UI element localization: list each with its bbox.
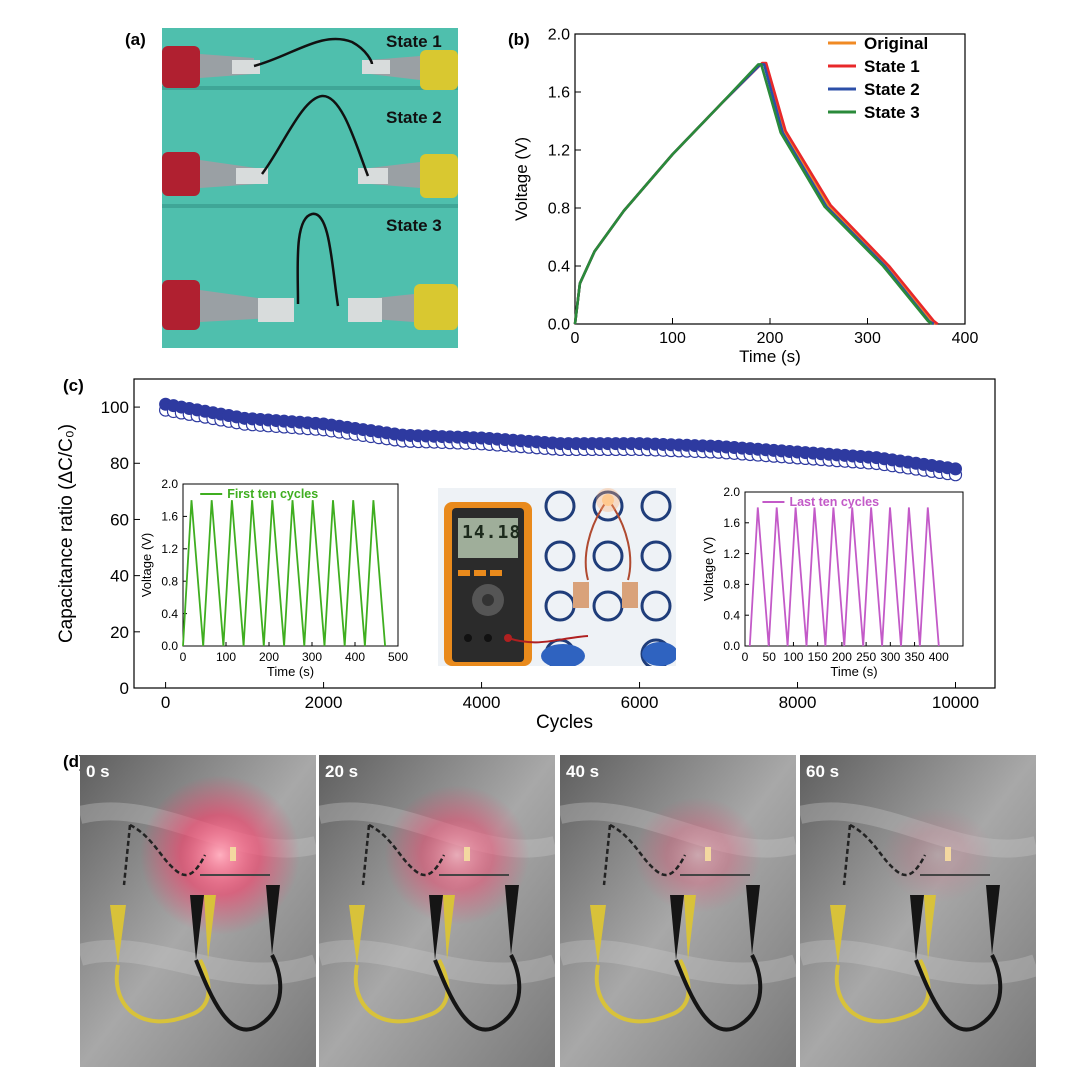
led-scene-illustration [319, 755, 555, 1067]
panel-label-d: (d) [63, 752, 85, 771]
chart-c-cycling-stability: 0 2000 4000 6000 8000 10000020406080100Cycles… [56, 378, 996, 733]
y-tick-label: 2.0 [723, 485, 740, 499]
y-tick-label: 1.6 [548, 85, 570, 102]
x-axis-label: Time (s) [739, 347, 801, 366]
y-tick-label: 0.8 [723, 578, 740, 592]
y-axis-label: Voltage (V) [139, 533, 154, 597]
time-label-4: 60 s [806, 762, 840, 781]
y-tick-label: 1.2 [161, 542, 178, 556]
inset-legend-label: Last ten cycles [789, 495, 879, 509]
x-tick-label: 6000 [621, 693, 659, 712]
y-tick-label: 0.8 [548, 201, 570, 218]
multimeter-illustration [438, 488, 676, 666]
y-tick-label: 0 [120, 679, 129, 698]
y-tick-label: 0.4 [548, 259, 570, 276]
x-tick-label: 10000 [932, 693, 979, 712]
led-scene-illustration [560, 755, 796, 1067]
x-tick-label: 0 [571, 330, 580, 347]
y-tick-label: 40 [110, 567, 129, 586]
stretch-state-photos [162, 28, 458, 348]
x-tick-label: 4000 [463, 693, 501, 712]
y-tick-label: 1.2 [723, 547, 740, 561]
stretch-state-illustration [162, 28, 458, 348]
x-tick-label: 0 [742, 650, 749, 664]
x-tick-label: 250 [856, 650, 876, 664]
state-1-label: State 1 [386, 32, 442, 51]
multimeter-circuit-photo [438, 488, 676, 666]
y-tick-label: 2.0 [161, 477, 178, 491]
y-tick-label: 0.0 [161, 639, 178, 653]
x-tick-label: 300 [880, 650, 900, 664]
y-tick-label: 0.0 [723, 639, 740, 653]
time-label-2: 20 s [325, 762, 359, 781]
inset-legend-label: First ten cycles [227, 487, 318, 501]
panel-label-c: (c) [63, 376, 84, 395]
y-tick-label: 1.2 [548, 143, 570, 160]
x-tick-label: 400 [345, 650, 365, 664]
legend-label: State 2 [864, 80, 920, 99]
chart-b-charge-discharge: 0 100 200 300 400 0.0 0.4 0.8 1.2 1.6 2.0 Time (s) V… [512, 27, 979, 366]
state-2-label: State 2 [386, 108, 442, 127]
led-photo-1 [80, 755, 316, 1067]
y-tick-label: 0.8 [161, 574, 178, 588]
x-axis-label: Cycles [536, 712, 593, 733]
x-tick-label: 100 [216, 650, 236, 664]
x-tick-label: 0 [180, 650, 187, 664]
data-point [949, 462, 963, 476]
panel-label-a: (a) [125, 30, 146, 49]
led-photo-2 [319, 755, 555, 1067]
x-tick-label: 0 [161, 693, 170, 712]
led-scene-illustration [80, 755, 316, 1067]
inset-series-line [182, 500, 386, 647]
y-tick-label: 0.0 [548, 317, 570, 334]
legend-label: State 1 [864, 57, 920, 76]
x-axis-label: Time (s) [267, 664, 314, 679]
y-tick-label: 2.0 [548, 27, 570, 44]
y-tick-label: 0.4 [723, 608, 740, 622]
y-axis-label: Capacitance ratio (ΔC/C₀) [56, 424, 77, 643]
x-tick-label: 200 [832, 650, 852, 664]
x-tick-label: 300 [854, 330, 881, 347]
x-tick-label: 2000 [305, 693, 343, 712]
y-tick-label: 80 [110, 454, 129, 473]
x-tick-label: 8000 [779, 693, 817, 712]
legend-label: State 3 [864, 103, 920, 122]
time-label-3: 40 s [566, 762, 600, 781]
time-label-1: 0 s [86, 762, 110, 781]
x-tick-label: 400 [929, 650, 949, 664]
x-tick-label: 350 [905, 650, 925, 664]
y-tick-label: 1.6 [161, 510, 178, 524]
inset-series-line [748, 507, 940, 647]
x-tick-label: 200 [757, 330, 784, 347]
y-tick-label: 1.6 [723, 516, 740, 530]
multimeter-reading: 14.18 [462, 522, 522, 543]
led-scene-illustration [800, 755, 1036, 1067]
y-axis-label: Voltage (V) [512, 137, 531, 221]
y-tick-label: 0.4 [161, 607, 178, 621]
legend-label: Original [864, 34, 928, 53]
x-tick-label: 50 [763, 650, 777, 664]
y-tick-label: 100 [101, 398, 129, 417]
x-tick-label: 100 [659, 330, 686, 347]
x-tick-label: 400 [952, 330, 979, 347]
x-tick-label: 150 [808, 650, 828, 664]
plot-frame [182, 483, 399, 647]
plot-frame [744, 491, 964, 647]
state-3-label: State 3 [386, 216, 442, 235]
y-tick-label: 20 [110, 623, 129, 642]
x-tick-label: 300 [302, 650, 322, 664]
y-tick-label: 60 [110, 510, 129, 529]
x-axis-label: Time (s) [830, 664, 877, 679]
y-axis-label: Voltage (V) [701, 537, 716, 601]
x-tick-label: 500 [388, 650, 408, 664]
led-photo-4 [800, 755, 1036, 1067]
plot-frame [133, 378, 996, 689]
panel-label-b: (b) [508, 30, 530, 49]
x-tick-label: 200 [259, 650, 279, 664]
x-tick-label: 100 [783, 650, 803, 664]
series-line-state-3 [573, 63, 933, 326]
led-photo-3 [560, 755, 796, 1067]
